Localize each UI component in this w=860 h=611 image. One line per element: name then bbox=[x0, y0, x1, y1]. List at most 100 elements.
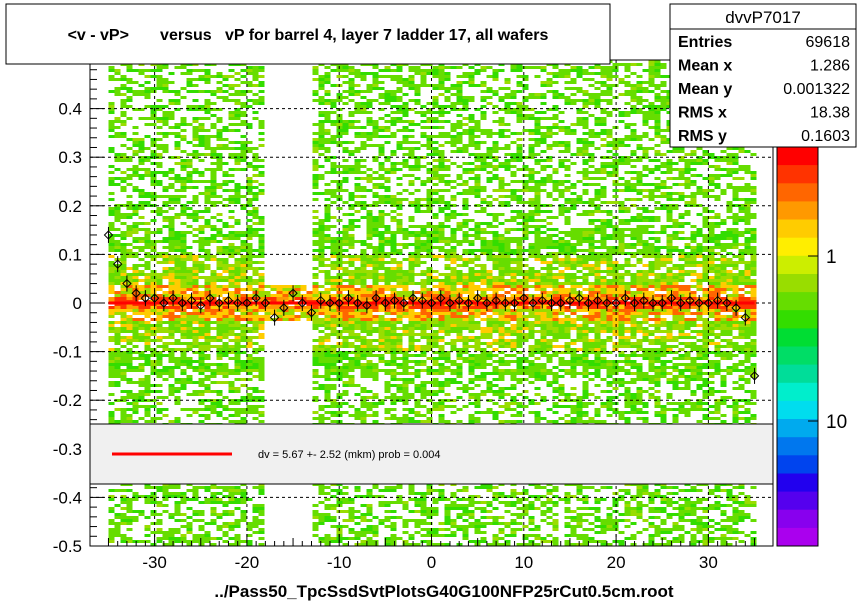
heat-cell bbox=[186, 123, 193, 126]
heat-cell bbox=[534, 120, 541, 123]
heat-cell bbox=[198, 270, 205, 273]
heat-cell bbox=[156, 294, 163, 297]
heat-cell bbox=[732, 168, 739, 171]
heat-cell bbox=[462, 192, 469, 195]
heat-cell bbox=[558, 261, 565, 264]
heat-cell bbox=[564, 75, 571, 78]
heat-cell bbox=[456, 126, 463, 129]
heat-cell bbox=[390, 261, 397, 264]
heat-cell bbox=[192, 99, 199, 102]
heat-cell bbox=[504, 78, 511, 81]
heat-cell bbox=[540, 237, 547, 240]
heat-cell bbox=[126, 309, 133, 312]
heat-cell bbox=[636, 81, 643, 84]
heat-cell bbox=[120, 177, 127, 180]
heat-cell bbox=[522, 249, 529, 252]
heat-cell bbox=[564, 261, 571, 264]
heat-cell bbox=[444, 216, 451, 219]
heat-cell bbox=[546, 174, 553, 177]
heat-cell bbox=[564, 264, 571, 267]
heat-cell bbox=[456, 81, 463, 84]
heat-cell bbox=[684, 210, 691, 213]
heat-cell bbox=[450, 234, 457, 237]
heat-cell bbox=[258, 216, 265, 219]
heat-cell bbox=[636, 84, 643, 87]
heat-cell bbox=[318, 129, 325, 132]
heat-cell bbox=[150, 108, 157, 111]
heat-cell bbox=[648, 243, 655, 246]
heat-cell bbox=[552, 258, 559, 261]
heat-cell bbox=[408, 243, 415, 246]
heat-cell bbox=[588, 177, 595, 180]
heat-cell bbox=[432, 213, 439, 216]
heat-cell bbox=[594, 177, 601, 180]
heat-cell bbox=[222, 288, 229, 291]
heat-cell bbox=[618, 228, 625, 231]
heat-cell bbox=[330, 216, 337, 219]
heat-cell bbox=[744, 264, 751, 267]
heat-cell bbox=[144, 255, 151, 258]
heat-cell bbox=[348, 291, 355, 294]
heat-cell bbox=[288, 297, 295, 300]
heat-cell bbox=[732, 297, 739, 300]
heat-cell bbox=[630, 231, 637, 234]
heat-cell bbox=[336, 75, 343, 78]
heat-cell bbox=[666, 165, 673, 168]
heat-cell bbox=[324, 258, 331, 261]
heat-cell bbox=[180, 135, 187, 138]
heat-cell bbox=[150, 138, 157, 141]
heat-cell bbox=[186, 246, 193, 249]
heat-cell bbox=[312, 258, 319, 261]
heat-cell bbox=[114, 204, 121, 207]
heat-cell bbox=[546, 243, 553, 246]
heat-cell bbox=[156, 213, 163, 216]
heat-cell bbox=[684, 195, 691, 198]
heat-cell bbox=[426, 204, 433, 207]
heat-cell bbox=[210, 204, 217, 207]
heat-cell bbox=[378, 153, 385, 156]
heat-cell bbox=[132, 108, 139, 111]
heat-cell bbox=[462, 198, 469, 201]
heat-cell bbox=[720, 255, 727, 258]
heat-cell bbox=[504, 93, 511, 96]
heat-cell bbox=[354, 219, 361, 222]
heat-cell bbox=[192, 126, 199, 129]
heat-cell bbox=[444, 225, 451, 228]
heat-cell bbox=[474, 165, 481, 168]
heat-cell bbox=[342, 150, 349, 153]
heat-cell bbox=[186, 201, 193, 204]
heat-cell bbox=[570, 282, 577, 285]
heat-cell bbox=[390, 270, 397, 273]
heat-cell bbox=[540, 165, 547, 168]
heat-cell bbox=[186, 282, 193, 285]
heat-cell bbox=[360, 177, 367, 180]
heat-cell bbox=[390, 276, 397, 279]
heat-cell bbox=[432, 306, 439, 309]
heat-cell bbox=[198, 174, 205, 177]
heat-cell bbox=[342, 132, 349, 135]
heat-cell bbox=[540, 180, 547, 183]
heat-cell bbox=[660, 282, 667, 285]
heat-cell bbox=[414, 84, 421, 87]
heat-cell bbox=[342, 66, 349, 69]
heat-cell bbox=[126, 69, 133, 72]
heat-cell bbox=[492, 120, 499, 123]
heat-cell bbox=[372, 267, 379, 270]
heat-cell bbox=[108, 240, 115, 243]
heat-cell bbox=[168, 285, 175, 288]
heat-cell bbox=[522, 189, 529, 192]
heat-cell bbox=[636, 291, 643, 294]
heat-cell bbox=[216, 144, 223, 147]
heat-cell bbox=[726, 234, 733, 237]
heat-cell bbox=[444, 306, 451, 309]
heat-cell bbox=[120, 99, 127, 102]
heat-cell bbox=[444, 249, 451, 252]
heat-cell bbox=[660, 195, 667, 198]
heat-cell bbox=[576, 171, 583, 174]
heat-cell bbox=[546, 144, 553, 147]
heat-cell bbox=[654, 306, 661, 309]
heat-cell bbox=[342, 168, 349, 171]
heat-cell bbox=[582, 210, 589, 213]
heat-cell bbox=[648, 279, 655, 282]
heat-cell bbox=[690, 195, 697, 198]
